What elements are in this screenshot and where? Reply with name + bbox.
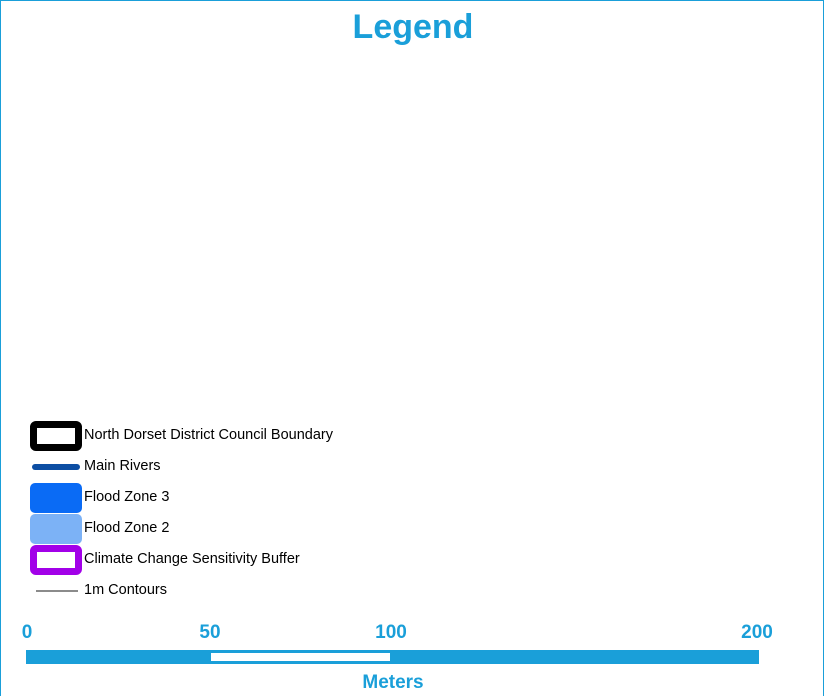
legend-item-label: Main Rivers xyxy=(84,458,161,474)
boundary-outline-swatch-icon xyxy=(30,421,82,451)
legend-item-label: North Dorset District Council Boundary xyxy=(84,427,334,443)
legend-item-district-boundary: North Dorset District Council Boundary xyxy=(30,421,530,451)
scalebar-tick-label: 0 xyxy=(21,622,33,643)
legend-item-flood-zone-2: Flood Zone 2 xyxy=(30,514,530,544)
contour-line-swatch-icon xyxy=(36,590,78,592)
scalebar-tick-label: 50 xyxy=(199,622,221,643)
legend-item-label: Flood Zone 2 xyxy=(84,520,170,536)
scalebar-segment-white xyxy=(211,653,390,661)
legend-item-climate-change-buffer: Climate Change Sensitivity Buffer xyxy=(30,545,530,575)
scalebar-units: Meters xyxy=(362,672,424,693)
legend-item-main-rivers: Main Rivers xyxy=(30,452,530,482)
legend-item-contours: 1m Contours xyxy=(30,576,530,606)
legend-item-label: Climate Change Sensitivity Buffer xyxy=(84,551,300,567)
legend-item-label: 1m Contours xyxy=(84,582,168,598)
fill-swatch-icon xyxy=(30,483,82,513)
scalebar xyxy=(26,650,759,664)
legend-item-label: Flood Zone 3 xyxy=(84,489,170,505)
scalebar-tick-label: 100 xyxy=(375,622,407,643)
outline-swatch-icon xyxy=(30,545,82,575)
legend-item-flood-zone-3: Flood Zone 3 xyxy=(30,483,530,513)
fill-swatch-icon xyxy=(30,514,82,544)
legend-title: Legend xyxy=(352,8,474,46)
river-line-swatch-icon xyxy=(32,464,80,470)
scalebar-tick-label: 200 xyxy=(741,622,773,643)
